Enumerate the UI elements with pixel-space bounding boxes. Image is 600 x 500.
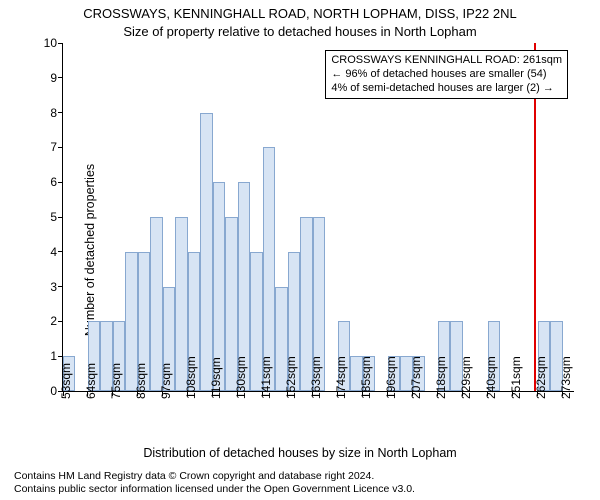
- x-tick-label: 240sqm: [484, 356, 498, 399]
- y-tick-label: 8: [31, 106, 63, 120]
- x-tick-label: 229sqm: [459, 356, 473, 399]
- footer-line1: Contains HM Land Registry data © Crown c…: [14, 470, 415, 483]
- chart-subtitle: Size of property relative to detached ho…: [0, 24, 600, 39]
- y-tick-label: 7: [31, 140, 63, 154]
- x-tick-label: 152sqm: [284, 356, 298, 399]
- callout-line: CROSSWAYS KENNINGHALL ROAD: 261sqm: [331, 54, 562, 68]
- x-tick-label: 86sqm: [134, 363, 148, 399]
- plot-area: 01234567891053sqm64sqm75sqm86sqm97sqm108…: [62, 44, 574, 392]
- y-tick-label: 9: [31, 71, 63, 85]
- x-tick-label: 218sqm: [434, 356, 448, 399]
- histogram-bar: [263, 147, 275, 391]
- chart-title: CROSSWAYS, KENNINGHALL ROAD, NORTH LOPHA…: [0, 6, 600, 21]
- x-tick-label: 163sqm: [309, 356, 323, 399]
- x-tick-label: 108sqm: [184, 356, 198, 399]
- y-tick-label: 4: [31, 245, 63, 259]
- x-tick-label: 196sqm: [384, 356, 398, 399]
- y-tick-label: 5: [31, 210, 63, 224]
- callout-line: ← 96% of detached houses are smaller (54…: [331, 68, 562, 82]
- x-tick-label: 174sqm: [334, 356, 348, 399]
- x-tick-label: 130sqm: [234, 356, 248, 399]
- x-tick-label: 53sqm: [59, 363, 73, 399]
- x-tick-label: 119sqm: [209, 357, 223, 399]
- x-axis-label: Distribution of detached houses by size …: [0, 446, 600, 460]
- footer-attribution: Contains HM Land Registry data © Crown c…: [14, 470, 415, 496]
- callout-line: 4% of semi-detached houses are larger (2…: [331, 82, 562, 96]
- x-tick-label: 75sqm: [109, 363, 123, 399]
- y-tick-label: 2: [31, 314, 63, 328]
- x-tick-label: 141sqm: [259, 356, 273, 399]
- histogram-bar: [200, 113, 212, 391]
- footer-line2: Contains public sector information licen…: [14, 483, 415, 496]
- x-tick-label: 97sqm: [159, 363, 173, 399]
- y-tick-label: 1: [31, 349, 63, 363]
- x-tick-label: 207sqm: [409, 356, 423, 399]
- y-tick-label: 3: [31, 280, 63, 294]
- x-tick-label: 251sqm: [509, 356, 523, 399]
- y-tick-label: 10: [31, 36, 63, 50]
- callout-box: CROSSWAYS KENNINGHALL ROAD: 261sqm← 96% …: [325, 50, 568, 99]
- x-tick-label: 185sqm: [359, 356, 373, 399]
- x-tick-label: 64sqm: [84, 363, 98, 399]
- y-tick-label: 6: [31, 175, 63, 189]
- x-tick-label: 273sqm: [559, 356, 573, 399]
